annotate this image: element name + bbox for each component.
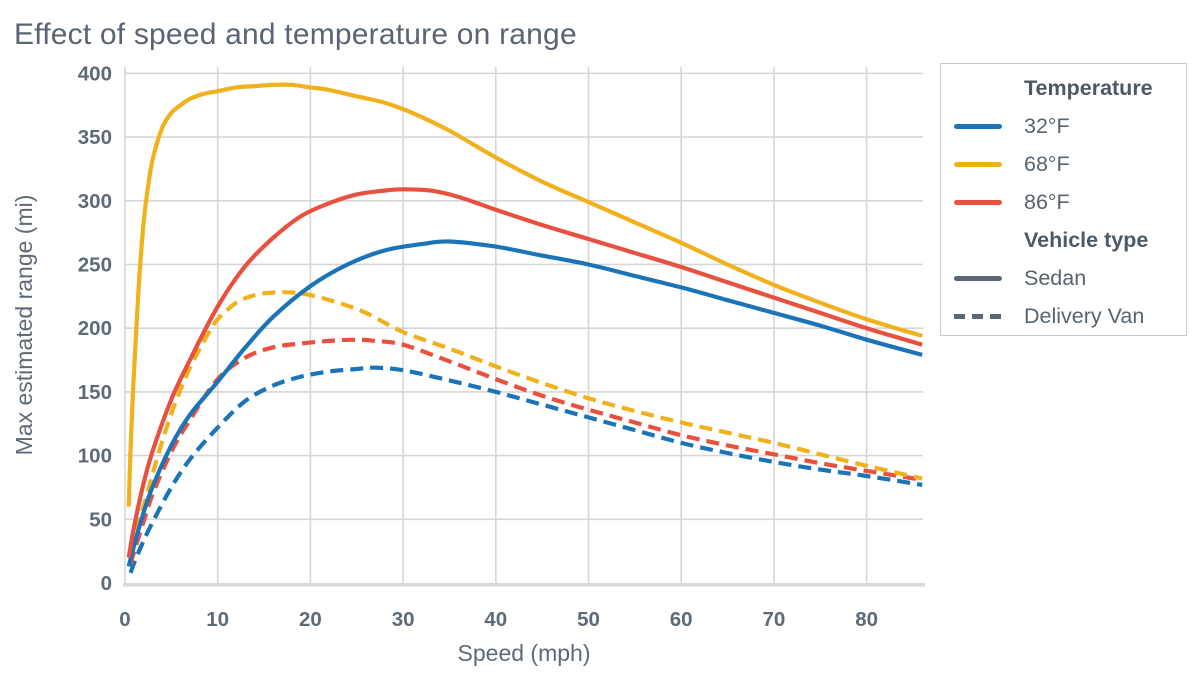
x-tick-label: 10: [206, 608, 229, 631]
series-line-sedan-86f: [126, 187, 923, 558]
legend-item-label: 68°F: [1024, 151, 1070, 176]
legend: Temperature 32°F 68°F 86°F Vehicle type Sedan…: [940, 63, 1187, 336]
y-tick-label: 200: [78, 317, 112, 340]
chart-title: Effect of speed and temperature on range: [14, 18, 577, 51]
axis-ticks: 0 10 20 30 40 50 60 70 80 0 50 100 150 200 250 300 350 40…: [78, 62, 878, 631]
legend-item: 86°F: [941, 183, 1186, 221]
y-tick-label: 150: [78, 381, 112, 404]
legend-item-label: Sedan: [1024, 265, 1087, 290]
legend-section-row: Temperature: [941, 69, 1186, 107]
series-line-sedan-68f: [126, 82, 923, 507]
x-tick-label: 60: [670, 608, 693, 631]
x-tick-label: 0: [119, 608, 130, 631]
solid-line-swatch: [954, 199, 1002, 205]
solid-line-swatch: [954, 123, 1002, 129]
x-tick-label: 80: [855, 608, 878, 631]
legend-item-label: Delivery Van: [1024, 303, 1145, 328]
legend-item: 68°F: [941, 145, 1186, 183]
legend-section-title: Temperature: [1024, 75, 1153, 100]
y-tick-label: 50: [89, 508, 112, 531]
y-tick-label: 0: [101, 572, 112, 595]
x-axis-title: Speed (mph): [458, 640, 591, 666]
series-line-sedan-32f: [126, 239, 923, 567]
x-tick-label: 20: [299, 608, 322, 631]
y-tick-label: 350: [78, 126, 112, 149]
series-line-delivery-van-86f: [128, 337, 923, 565]
dashed-line-swatch: [954, 313, 1002, 319]
legend-section-title: Vehicle type: [1024, 227, 1149, 252]
solid-line-swatch: [954, 161, 1002, 167]
legend-item: Sedan: [941, 259, 1186, 297]
x-tick-label: 30: [392, 608, 415, 631]
x-tick-label: 50: [577, 608, 600, 631]
y-tick-label: 250: [78, 253, 112, 276]
legend-section-row: Vehicle type: [941, 221, 1186, 259]
y-tick-label: 300: [78, 190, 112, 213]
y-tick-label: 100: [78, 445, 112, 468]
legend-swatch-spacer: [954, 237, 1002, 243]
series-lines: [126, 82, 923, 574]
y-tick-label: 400: [78, 62, 112, 85]
legend-swatch-spacer: [954, 85, 1002, 91]
x-tick-label: 70: [762, 608, 785, 631]
y-axis-title: Max estimated range (mi): [11, 195, 37, 456]
solid-line-swatch: [954, 275, 1002, 281]
gridlines: [123, 67, 925, 587]
x-tick-label: 40: [484, 608, 507, 631]
series-line-delivery-van-32f: [128, 365, 923, 574]
legend-item-label: 32°F: [1024, 113, 1070, 138]
legend-item: 32°F: [941, 107, 1186, 145]
legend-item-label: 86°F: [1024, 189, 1070, 214]
legend-item: Delivery Van: [941, 297, 1186, 335]
series-line-delivery-van-68f: [132, 290, 923, 531]
